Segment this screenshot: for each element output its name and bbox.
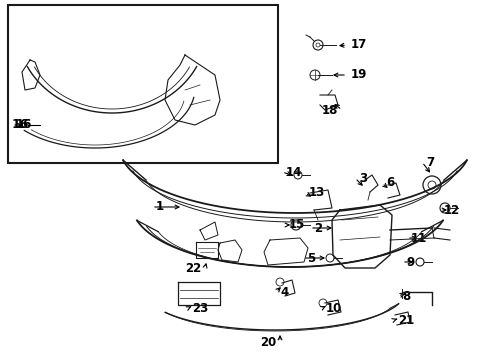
Text: 5: 5 bbox=[306, 251, 315, 265]
Text: 1: 1 bbox=[156, 201, 164, 213]
Text: 6: 6 bbox=[385, 176, 393, 190]
Text: 4: 4 bbox=[279, 286, 287, 298]
Text: 23: 23 bbox=[192, 302, 208, 315]
Text: 10: 10 bbox=[325, 302, 342, 315]
Text: 20: 20 bbox=[259, 336, 275, 348]
Text: 11: 11 bbox=[410, 231, 426, 245]
Bar bbox=[8, 5, 277, 163]
Text: 18: 18 bbox=[321, 104, 337, 116]
Text: 22: 22 bbox=[184, 261, 200, 275]
Text: 12: 12 bbox=[443, 203, 459, 216]
Text: 13: 13 bbox=[308, 186, 325, 200]
Text: 14: 14 bbox=[286, 166, 302, 178]
Text: 17: 17 bbox=[350, 39, 366, 51]
Text: 19: 19 bbox=[350, 69, 366, 81]
Text: 2: 2 bbox=[313, 221, 321, 235]
Text: 8: 8 bbox=[401, 290, 409, 302]
Text: 21: 21 bbox=[397, 313, 413, 327]
Text: 9: 9 bbox=[405, 256, 413, 268]
Text: 15: 15 bbox=[288, 218, 305, 231]
Text: 16: 16 bbox=[12, 119, 30, 131]
Text: 16: 16 bbox=[16, 119, 32, 131]
Text: 7: 7 bbox=[425, 156, 433, 169]
Text: 3: 3 bbox=[358, 171, 366, 185]
